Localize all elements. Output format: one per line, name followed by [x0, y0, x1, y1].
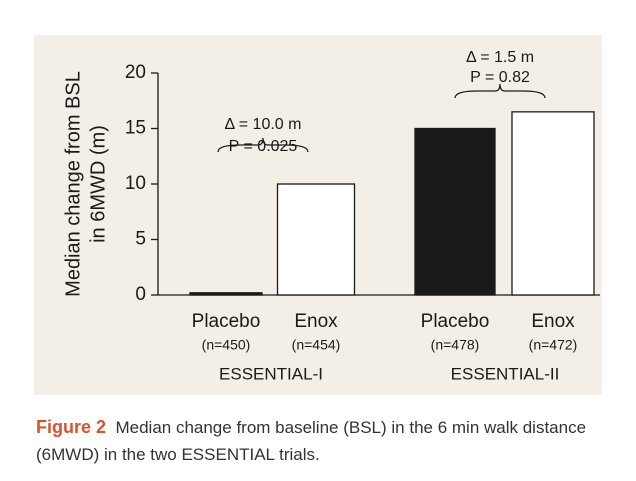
group-label: ESSENTIAL-II [451, 364, 560, 383]
y-axis-label: in 6MWD (m) [87, 125, 109, 243]
sample-size: (n=478) [431, 337, 480, 353]
y-tick-label: 15 [125, 118, 146, 139]
group-label: ESSENTIAL-I [219, 364, 323, 383]
sample-size: (n=454) [292, 337, 341, 353]
annotation: Δ = 10.0 m [225, 116, 302, 133]
y-axis-label: Median change from BSL [62, 71, 84, 297]
annotation: P = 0.025 [229, 138, 298, 155]
bar [189, 292, 263, 296]
x-tick-label: Enox [531, 311, 575, 332]
y-tick-label: 0 [135, 284, 146, 305]
sample-size: (n=472) [529, 337, 578, 353]
caption: Figure 2 Median change from baseline (BS… [36, 414, 606, 468]
y-tick-label: 20 [125, 62, 146, 83]
bar [511, 111, 595, 296]
brace [217, 137, 309, 153]
x-tick-label: Placebo [421, 311, 490, 332]
x-tick-label: Enox [294, 311, 338, 332]
brace [454, 83, 546, 99]
annotation: Δ = 1.5 m [466, 49, 534, 66]
bar [276, 183, 356, 296]
sample-size: (n=450) [202, 337, 251, 353]
y-tick-label: 10 [125, 173, 146, 194]
annotation: P = 0.82 [470, 69, 530, 86]
caption-label: Figure 2 [36, 417, 107, 437]
y-tick-label: 5 [135, 229, 146, 250]
bar [414, 127, 496, 296]
chart: 0 5 10 15 20 Median change from BSL in 6MWD (m… [34, 35, 602, 395]
caption-text: Median change from baseline (BSL) in the… [36, 418, 587, 464]
x-tick-label: Placebo [192, 311, 261, 332]
